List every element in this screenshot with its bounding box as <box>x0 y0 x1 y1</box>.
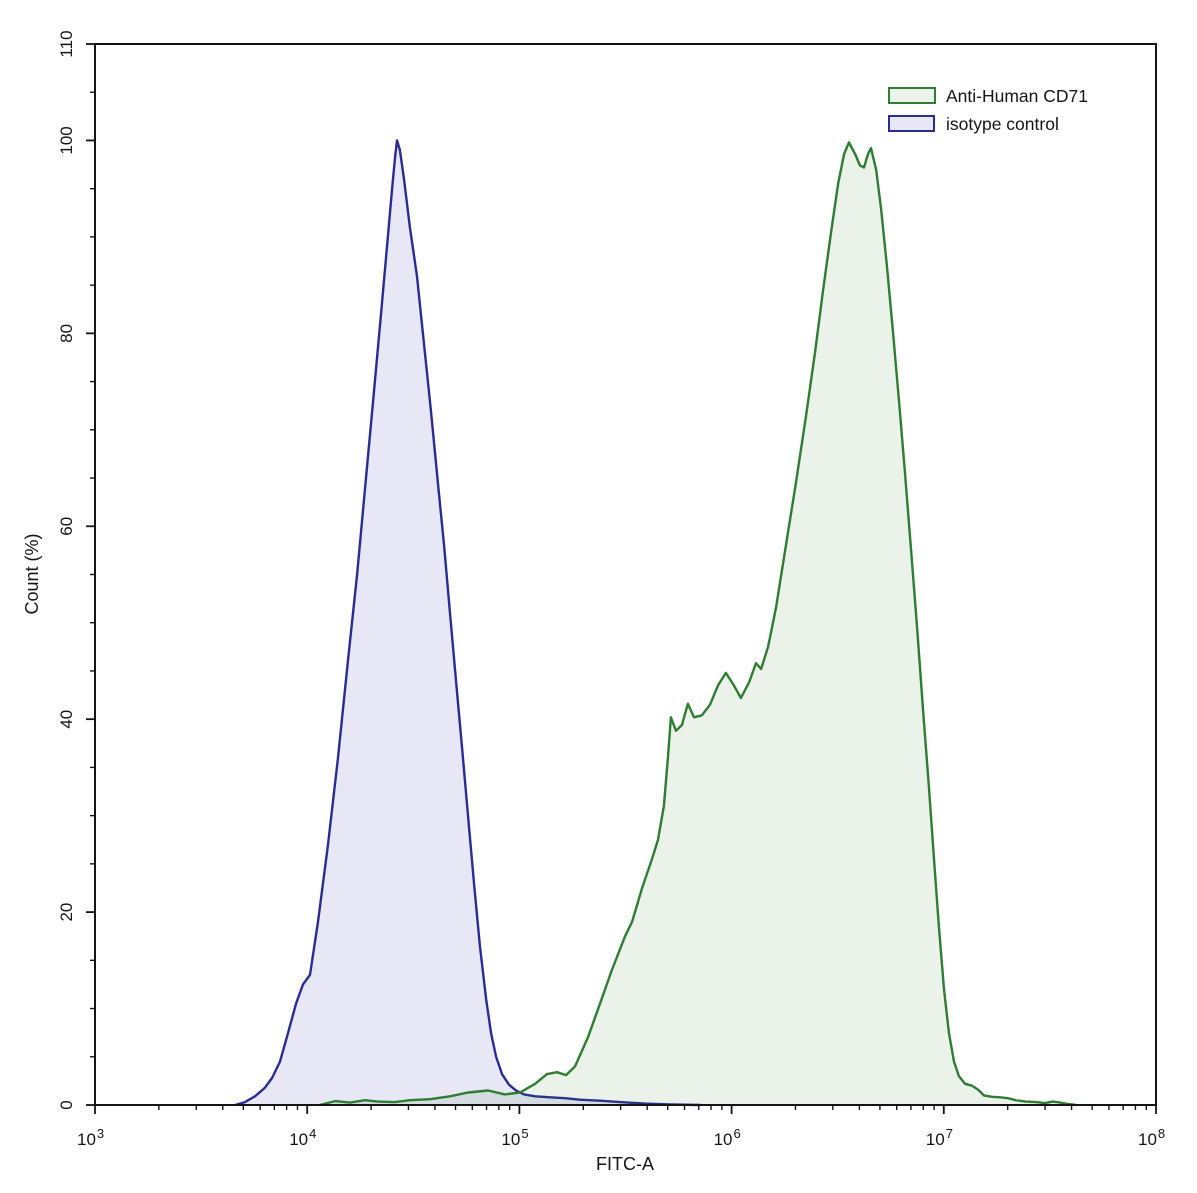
legend-label-anti-human-cd71: Anti-Human CD71 <box>946 86 1088 106</box>
area-isotype-control <box>235 140 700 1105</box>
y-tick-label: 100 <box>57 126 76 154</box>
area-anti-human-cd71 <box>319 142 1076 1105</box>
x-tick-label: 104 <box>289 1126 316 1149</box>
legend: Anti-Human CD71 isotype control <box>888 86 1088 134</box>
y-tick-label: 0 <box>57 1100 76 1109</box>
series-layer <box>233 139 1078 1107</box>
x-tick-label: 103 <box>77 1126 104 1149</box>
y-axis-title: Count (%) <box>22 533 42 614</box>
x-axis-title: FITC-A <box>596 1154 654 1174</box>
x-tick-label: 106 <box>714 1126 741 1149</box>
curve-isotype-control <box>233 139 702 1107</box>
x-tick-label: 108 <box>1138 1126 1165 1149</box>
legend-swatch-isotype-control <box>888 115 935 132</box>
y-tick-label: 80 <box>57 324 76 343</box>
curve-anti-human-cd71 <box>318 141 1078 1107</box>
x-tick-label: 105 <box>501 1126 528 1149</box>
y-tick-label: 60 <box>57 517 76 536</box>
y-tick-label: 110 <box>57 30 76 57</box>
y-tick-label: 20 <box>57 903 76 922</box>
x-tick-label: 107 <box>926 1126 953 1149</box>
legend-swatch-anti-human-cd71 <box>888 87 936 104</box>
tick-layer <box>86 43 1157 1114</box>
legend-label-isotype-control: isotype control <box>946 114 1059 134</box>
y-tick-label: 40 <box>57 710 76 729</box>
